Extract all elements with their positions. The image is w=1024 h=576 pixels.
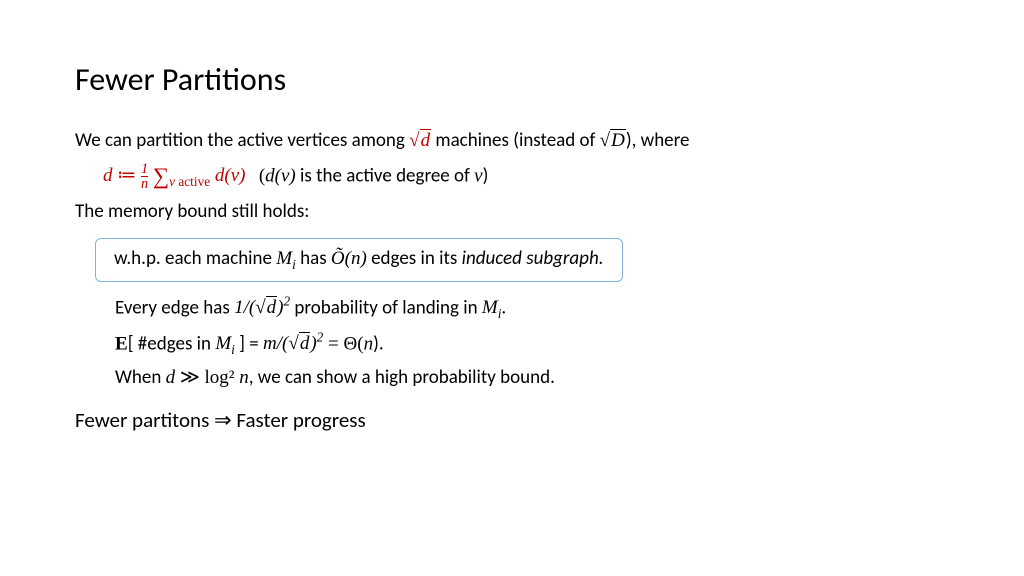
text: machines (instead of (431, 129, 600, 152)
text: [ #edges in (128, 332, 216, 355)
text: . (501, 296, 506, 319)
paragraph-1: We can partition the active vertices amo… (75, 127, 949, 156)
text: We can partition the active vertices amo… (75, 129, 409, 152)
d-definition: d ≔ 1n ∑v active d(v) (103, 165, 245, 186)
expectation-line: E[ #edges in Mi ] = m/(d)2 = Θ(n). (75, 328, 949, 360)
text: Every edge has (115, 296, 234, 319)
text: ). (373, 332, 384, 355)
text: ] = (235, 332, 263, 355)
text: , we can show a high probability bound. (249, 366, 555, 389)
paragraph-2: The memory bound still holds: (75, 198, 949, 227)
dv: d(v) (265, 165, 296, 186)
text: = Θ( (323, 333, 363, 354)
conclusion: Fewer partitons ⇒ Faster progress (75, 407, 949, 433)
when-line: When d ≫ log² n, we can show a high prob… (75, 364, 949, 393)
text: w.h.p. each machine (114, 247, 276, 270)
slide: Fewer Partitions We can partition the ac… (0, 0, 1024, 433)
sqrt-D: D (600, 130, 626, 151)
text: ) (483, 164, 489, 187)
n: n (364, 333, 374, 354)
v: v (474, 165, 482, 186)
one-over-sqrt-d-sq: 1/(d)2 (234, 297, 290, 318)
Mi: Mi (276, 248, 296, 269)
slide-title: Fewer Partitions (75, 60, 949, 99)
text: is the active degree of (296, 164, 474, 187)
text: probability of landing in (290, 296, 482, 319)
definition-d: d ≔ 1n ∑v active d(v) (d(v) is the activ… (75, 160, 949, 194)
text: ), where (626, 129, 690, 152)
text-italic: induced subgraph. (462, 247, 604, 270)
text: ( (254, 165, 265, 186)
E-bold: E (115, 333, 128, 354)
sqrt-d: d (409, 130, 431, 151)
Mi: Mi (482, 297, 502, 318)
d-gg-log2n: d ≫ log² n (166, 367, 249, 388)
Mi: Mi (215, 333, 235, 354)
text: has (296, 247, 331, 270)
text: When (115, 366, 166, 389)
text: edges in its (367, 247, 462, 270)
Otilde-n: Õ(n) (331, 248, 367, 269)
m-expr: m/(d)2 (263, 333, 323, 354)
edge-prob-line: Every edge has 1/(d)2 probability of lan… (75, 292, 949, 324)
memory-bound-box: w.h.p. each machine Mi has Õ(n) edges in… (95, 238, 623, 282)
